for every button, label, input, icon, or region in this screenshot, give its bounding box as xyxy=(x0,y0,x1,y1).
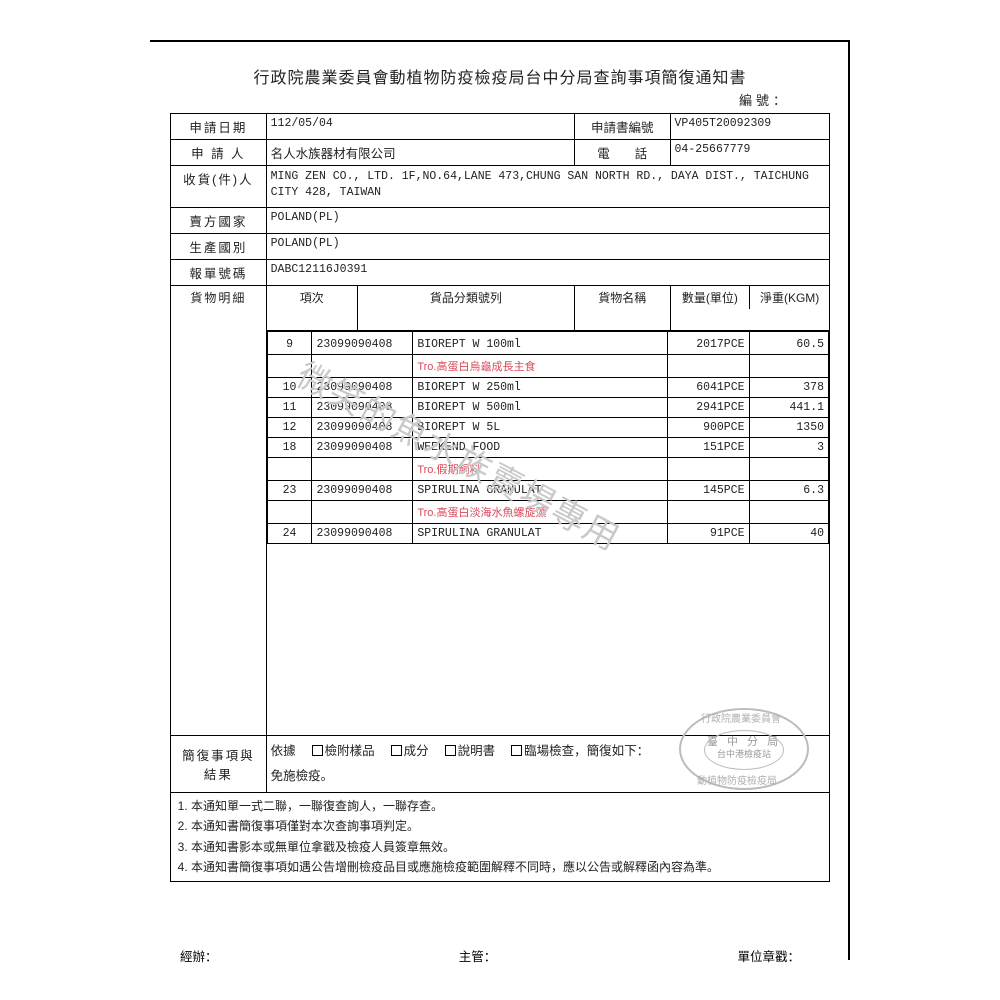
table-row: 1123099090408BIOREPT W 500ml2941PCE441.1 xyxy=(267,398,828,418)
opt-manual: 說明書 xyxy=(458,744,496,758)
col-code: 貨品分類號列 xyxy=(357,286,574,331)
table-row: 1023099090408BIOREPT W 250ml6041PCE378 xyxy=(267,378,828,398)
table-row-annotation: Tro.假期飼料 xyxy=(267,458,828,481)
col-qty: 數量(單位) xyxy=(671,286,750,309)
header-table: 申請日期 112/05/04 申請書編號 VP405T20092309 申 請 … xyxy=(170,113,830,882)
form-no-label: 申請書編號 xyxy=(574,114,670,140)
table-row-annotation: Tro.高蛋白淡海水魚螺旋藻 xyxy=(267,501,828,524)
origin-country-label: 生產國別 xyxy=(171,234,267,260)
items-section-label: 貨物明細 xyxy=(171,286,267,736)
stamp-arc-bot: 動植物防疫檢疫局 xyxy=(697,772,777,792)
opt-sample: 檢附樣品 xyxy=(325,744,375,758)
note-2: 本通知書簡復事項僅對本次查詢事項判定。 xyxy=(191,816,825,836)
document-title: 行政院農業委員會動植物防疫檢疫局台中分局查詢事項簡復通知書 xyxy=(170,60,830,90)
sig-left: 經辦： xyxy=(180,946,218,965)
checkbox-ingredient xyxy=(391,745,402,756)
opt-ingredient: 成分 xyxy=(404,744,429,758)
col-seq: 項次 xyxy=(266,286,357,331)
seller-country-value: POLAND(PL) xyxy=(266,208,829,234)
applicant-value: 名人水族器材有限公司 xyxy=(266,140,574,166)
items-table: 923099090408BIOREPT W 100ml2017PCE60.5Tr… xyxy=(267,331,829,544)
col-name: 貨物名稱 xyxy=(574,286,670,331)
reply-result: 免施檢疫。 xyxy=(271,769,334,783)
table-row: 2323099090408SPIRULINA GRANULAT145PCE6.3 xyxy=(267,481,828,501)
notes-block: 本通知單一式二聯，一聯復查詢人，一聯存查。 本通知書簡復事項僅對本次查詢事項判定… xyxy=(171,793,830,882)
note-4: 本通知書簡復事項如遇公告增刪檢疫品目或應施檢疫範圍解釋不同時，應以公告或解釋函內… xyxy=(191,857,825,877)
table-row: 1823099090408WEEKEND FOOD151PCE3 xyxy=(267,438,828,458)
serial-label: 編號： xyxy=(170,90,830,113)
decl-no-label: 報單號碼 xyxy=(171,260,267,286)
basis-label: 依據 xyxy=(271,744,296,758)
sig-right: 單位章戳： xyxy=(737,946,800,965)
table-row: 1223099090408BIOREPT W 5L900PCE1350 xyxy=(267,418,828,438)
note-3: 本通知書影本或無單位拿戳及檢疫人員簽章無效。 xyxy=(191,837,825,857)
stamp-line2: 台中港檢疫站 xyxy=(705,749,783,761)
opt-onsite: 臨場檢查，簡復如下： xyxy=(524,744,649,758)
col-wt: 淨重(KGM) xyxy=(750,286,829,309)
reply-label: 簡復事項與結果 xyxy=(171,736,267,793)
document-body: 行政院農業委員會動植物防疫檢疫局台中分局查詢事項簡復通知書 編號： 申請日期 1… xyxy=(170,60,830,882)
checkbox-sample xyxy=(312,745,323,756)
phone-label: 電 話 xyxy=(574,140,670,166)
checkbox-onsite xyxy=(511,745,522,756)
seller-country-label: 賣方國家 xyxy=(171,208,267,234)
phone-value: 04-25667779 xyxy=(670,140,829,166)
table-row: 2423099090408SPIRULINA GRANULAT91PCE40 xyxy=(267,524,828,544)
checkbox-manual xyxy=(445,745,456,756)
sig-mid: 主管： xyxy=(459,946,497,965)
decl-no-value: DABC12116J0391 xyxy=(266,260,829,286)
origin-country-value: POLAND(PL) xyxy=(266,234,829,260)
apply-date-label: 申請日期 xyxy=(171,114,267,140)
table-row: 923099090408BIOREPT W 100ml2017PCE60.5 xyxy=(267,332,828,355)
signature-row: 經辦： 主管： 單位章戳： xyxy=(170,940,830,965)
table-row-annotation: Tro.高蛋白烏龜成長主食 xyxy=(267,355,828,378)
stamp-line1: 臺 中 分 局 xyxy=(705,735,783,749)
apply-date-value: 112/05/04 xyxy=(266,114,574,140)
reply-content: 依據 檢附樣品 成分 說明書 臨場檢查，簡復如下： 免施檢疫。 行政院農業委員會… xyxy=(266,736,829,793)
form-no-value: VP405T20092309 xyxy=(670,114,829,140)
consignee-label: 收貨(件)人 xyxy=(171,166,267,208)
applicant-label: 申 請 人 xyxy=(171,140,267,166)
note-1: 本通知單一式二聯，一聯復查詢人，一聯存查。 xyxy=(191,796,825,816)
consignee-value: MING ZEN CO., LTD. 1F,NO.64,LANE 473,CHU… xyxy=(266,166,829,208)
